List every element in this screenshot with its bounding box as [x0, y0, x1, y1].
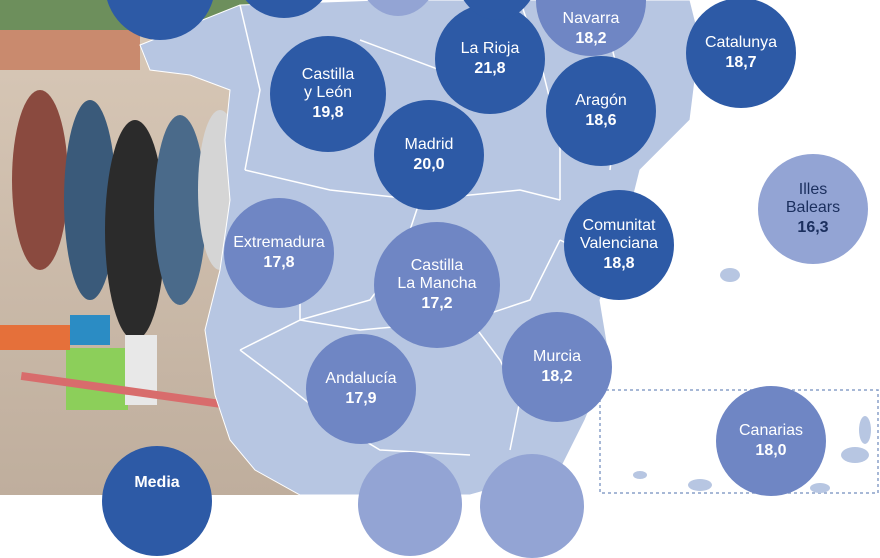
region-name: Aragón [575, 92, 627, 110]
region-value: 18,0 [755, 442, 787, 459]
region-name: Canarias [738, 422, 804, 440]
region-value: 21,8 [474, 60, 506, 77]
region-name: Media [134, 474, 180, 491]
region-name: Madrid [404, 136, 454, 154]
region-name: Extremadura [233, 234, 325, 252]
region-value: 16,3 [797, 218, 829, 236]
region-name: Murcia [532, 348, 581, 366]
bubble-andalucia: Andalucía 17,9 [306, 334, 416, 444]
region-name: La Rioja [460, 40, 520, 58]
bubble-canarias: Canarias 18,0 [716, 386, 826, 496]
region-name: Navarra [562, 9, 620, 27]
bubble-illes-balears: Illes Balears 16,3 [758, 154, 868, 264]
bubble-madrid: Madrid 20,0 [374, 100, 484, 210]
region-name: Illes Balears [785, 181, 841, 217]
region-name: Catalunya [704, 34, 778, 52]
canarias-inset [599, 389, 879, 494]
bubble-castilla-la-mancha: Castilla La Mancha 17,2 [374, 222, 500, 348]
region-value: 18,2 [541, 368, 573, 385]
region-value: 18,6 [585, 112, 617, 129]
region-name: Castilla La Mancha [397, 257, 477, 293]
bubble-castilla-y-leon: Castilla y León 19,8 [270, 36, 386, 152]
bubble-media: Media [102, 446, 212, 556]
bubble-partial-bottom-right [480, 454, 584, 558]
region-value: 18,2 [575, 29, 607, 47]
bubble-aragon: Aragón 18,6 [546, 56, 656, 166]
region-value: 17,2 [421, 294, 453, 312]
bubble-murcia: Murcia 18,2 [502, 312, 612, 422]
bubble-partial-bottom [358, 452, 462, 556]
bubble-comunitat-valenciana: Comunitat Valenciana 18,8 [564, 190, 674, 300]
region-value: 19,8 [312, 103, 344, 121]
region-value: 20,0 [413, 156, 445, 173]
region-value: 18,8 [603, 254, 635, 272]
region-value: 17,9 [345, 390, 377, 407]
region-name: Comunitat Valenciana [580, 217, 658, 253]
region-value: 17,8 [263, 254, 295, 271]
bubble-catalunya: Catalunya 18,7 [686, 0, 796, 108]
bubble-extremadura: Extremadura 17,8 [224, 198, 334, 308]
region-name: Castilla y León [301, 66, 355, 102]
bubble-la-rioja: La Rioja 21,8 [435, 4, 545, 114]
canarias-islands [633, 416, 871, 493]
region-name: Andalucía [325, 370, 397, 388]
region-value: 18,7 [725, 54, 757, 71]
